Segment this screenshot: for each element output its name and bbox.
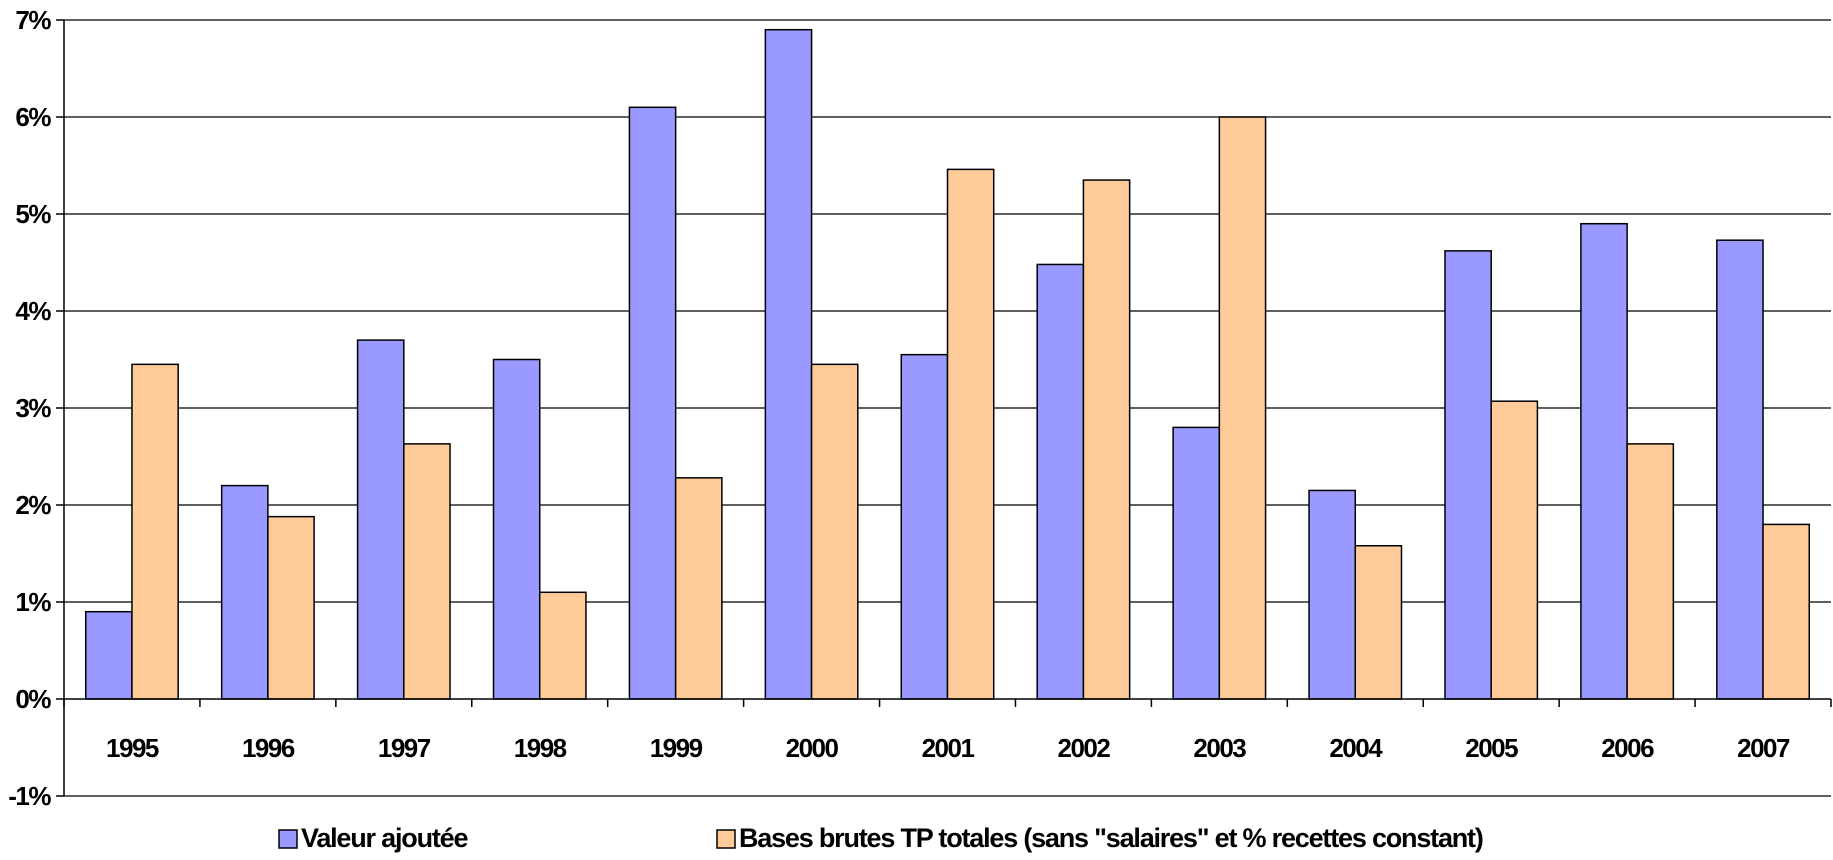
bar-valeur-ajoutee-2001 xyxy=(900,353,949,700)
bar-bases-brutes-2005 xyxy=(1490,400,1539,700)
x-tick-label-1996: 1996 xyxy=(242,733,295,763)
axes xyxy=(56,19,1832,797)
bar-bases-brutes-2002 xyxy=(1082,179,1131,700)
legend: Valeur ajoutée Bases brutes TP totales (… xyxy=(278,823,1484,853)
y-tick-label: 7% xyxy=(15,5,51,35)
bar-bases-brutes-1998 xyxy=(538,591,587,700)
x-tick-label-2003: 2003 xyxy=(1193,733,1246,763)
bar-bases-brutes-2004 xyxy=(1354,544,1403,700)
y-tick-label: 1% xyxy=(15,587,51,617)
y-tick-label: 2% xyxy=(15,490,51,520)
legend-label-valeur-ajoutee: Valeur ajoutée xyxy=(301,823,468,853)
bar-bases-brutes-1995 xyxy=(131,363,179,700)
y-tick-label: 4% xyxy=(15,296,51,326)
y-tick-labels: -1% 0% 1% 2% 3% 4% 5% 6% 7% xyxy=(8,5,53,811)
bar-bases-brutes-1996 xyxy=(267,515,315,700)
bar-valeur-ajoutee-1999 xyxy=(628,106,677,700)
x-tick-label-1995: 1995 xyxy=(106,733,159,763)
x-tick-label-2005: 2005 xyxy=(1465,733,1518,763)
x-tick-label-2001: 2001 xyxy=(922,733,975,763)
bar-bases-brutes-2001 xyxy=(946,168,995,700)
y-tick-label: 3% xyxy=(15,393,51,423)
y-tick-label: 0% xyxy=(15,684,51,714)
bars xyxy=(84,28,1811,700)
x-tick-label-2004: 2004 xyxy=(1329,733,1383,763)
legend-swatch-valeur-ajoutee xyxy=(278,829,298,849)
bar-bases-brutes-2007 xyxy=(1762,523,1811,700)
bar-valeur-ajoutee-1995 xyxy=(84,610,133,700)
bar-valeur-ajoutee-2000 xyxy=(764,28,813,700)
bar-valeur-ajoutee-2005 xyxy=(1444,250,1492,700)
legend-swatch-bases-brutes xyxy=(716,829,736,849)
bar-valeur-ajoutee-2007 xyxy=(1716,239,1764,700)
x-tick-label-1998: 1998 xyxy=(514,733,567,763)
bar-bases-brutes-1997 xyxy=(403,443,451,700)
bar-bases-brutes-2000 xyxy=(810,363,859,700)
bar-valeur-ajoutee-1996 xyxy=(220,484,269,700)
bar-bases-brutes-2003 xyxy=(1218,116,1267,700)
x-tick-label-1997: 1997 xyxy=(378,733,431,763)
y-tick-label: 6% xyxy=(15,102,51,132)
bar-valeur-ajoutee-2006 xyxy=(1580,222,1628,700)
x-tick-labels: 1995 1996 1997 1998 1999 2000 2001 2002 2003 2004… xyxy=(106,733,1791,763)
bar-valeur-ajoutee-2004 xyxy=(1308,489,1357,700)
x-tick-label-2002: 2002 xyxy=(1058,733,1111,763)
x-tick-label-1999: 1999 xyxy=(650,733,703,763)
y-tick-label: 5% xyxy=(15,199,51,229)
bar-valeur-ajoutee-2003 xyxy=(1172,426,1221,700)
bar-valeur-ajoutee-2002 xyxy=(1036,263,1085,700)
legend-label-bases-brutes: Bases brutes TP totales (sans "salaires"… xyxy=(739,823,1483,853)
bar-valeur-ajoutee-1997 xyxy=(356,339,405,700)
x-tick-label-2007: 2007 xyxy=(1737,733,1790,763)
bar-valeur-ajoutee-1998 xyxy=(492,358,541,700)
x-tick-label-2006: 2006 xyxy=(1601,733,1654,763)
x-tick-label-2000: 2000 xyxy=(786,733,839,763)
bar-bases-brutes-2006 xyxy=(1626,443,1675,700)
y-tick-label: -1% xyxy=(8,781,51,811)
bar-bases-brutes-1999 xyxy=(674,477,723,700)
